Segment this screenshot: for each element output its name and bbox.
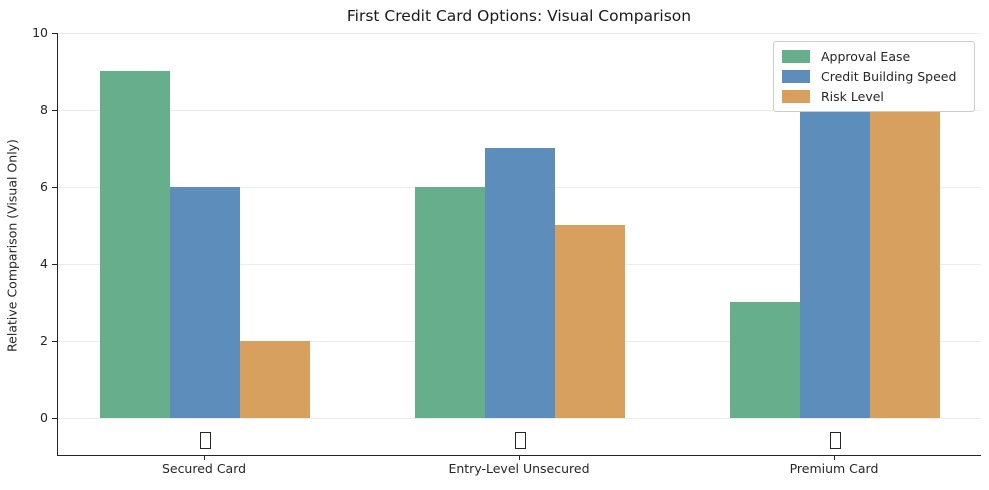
y-tick-label-10: 10 (32, 25, 48, 40)
missing-emoji-glyph-premium-card (829, 432, 841, 450)
legend-item-risk-level: Risk Level (782, 89, 965, 104)
gridline-y-10 (58, 33, 981, 34)
missing-emoji-glyph-secured-card (199, 432, 211, 450)
bar-approval-ease-secured-card (100, 71, 170, 418)
legend-item-approval-ease: Approval Ease (782, 49, 965, 64)
bar-approval-ease-premium-card (730, 302, 800, 418)
x-tick-mark-secured-card (204, 456, 206, 460)
legend: Approval Ease Credit Building Speed Risk L… (773, 41, 975, 112)
y-tick-mark-8 (52, 109, 57, 112)
y-tick-mark-6 (52, 186, 57, 189)
y-tick-label-4: 4 (40, 255, 48, 271)
x-tick-mark-premium-card (834, 456, 836, 460)
bar-risk-level-entry-level-unsecured (555, 225, 625, 418)
legend-swatch-icon (782, 90, 810, 103)
y-axis-label: Relative Comparison (Visual Only) (4, 139, 20, 352)
bar-credit-building-speed-entry-level-unsecured (485, 148, 555, 418)
bar-approval-ease-entry-level-unsecured (415, 186, 485, 418)
missing-emoji-glyph-entry-level-unsecured (514, 432, 526, 450)
y-tick-mark-2 (52, 340, 57, 342)
bar-risk-level-secured-card (240, 340, 310, 418)
legend-swatch-icon (782, 70, 810, 83)
y-tick-label-6: 6 (40, 178, 48, 194)
legend-item-credit-building-speed: Credit Building Speed (782, 69, 965, 84)
legend-swatch-icon (782, 50, 810, 63)
legend-item-label: Risk Level (821, 89, 884, 104)
y-tick-label-0: 0 (40, 409, 48, 425)
y-tick-mark-10 (52, 33, 57, 35)
y-tick-mark-4 (52, 263, 57, 266)
x-tick-label-premium-card: Premium Card (789, 461, 879, 476)
x-tick-label-entry-level-unsecured: Entry-Level Unsecured (448, 461, 590, 476)
legend-item-label: Approval Ease (821, 49, 911, 64)
y-tick-label-2: 2 (40, 332, 48, 348)
bar-risk-level-premium-card (870, 109, 940, 418)
x-tick-label-secured-card: Secured Card (161, 461, 247, 476)
gridline-y-0 (58, 417, 981, 419)
chart-title: First Credit Card Options: Visual Compar… (346, 7, 692, 25)
x-tick-mark-entry-level-unsecured (519, 456, 521, 460)
gridline-y-8 (58, 109, 981, 111)
legend-item-label: Credit Building Speed (821, 69, 957, 84)
y-tick-mark-0 (52, 417, 57, 419)
plot-area (57, 33, 981, 456)
y-tick-label-8: 8 (40, 101, 48, 117)
bar-credit-building-speed-premium-card (800, 109, 870, 418)
bar-credit-building-speed-secured-card (170, 186, 240, 418)
